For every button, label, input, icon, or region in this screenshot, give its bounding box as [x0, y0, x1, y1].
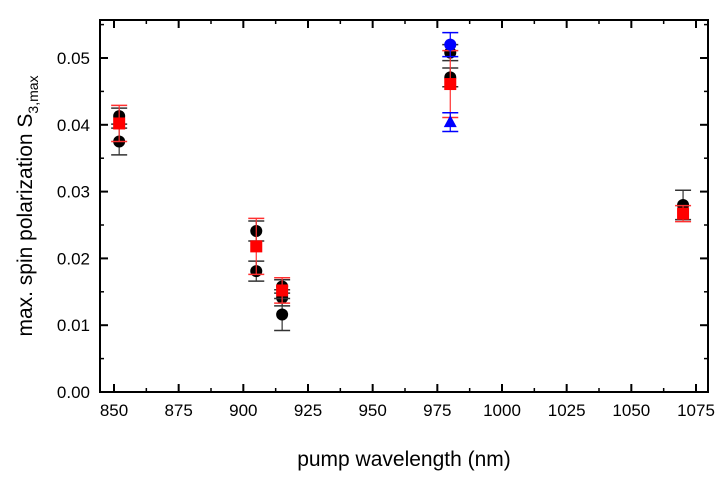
x-tick-label: 875: [164, 401, 192, 420]
marker-square: [250, 240, 263, 253]
data-point: [111, 104, 128, 143]
data-point: [274, 277, 291, 304]
x-tick-label: 1050: [612, 401, 650, 420]
y-tick-label: 0.02: [57, 249, 90, 268]
x-tick-label: 900: [229, 401, 257, 420]
data-point: [442, 31, 459, 58]
y-tick-label: 0.00: [57, 383, 90, 402]
y-tick-label: 0.01: [57, 316, 90, 335]
x-tick-label: 925: [294, 401, 322, 420]
marker-square: [276, 284, 289, 297]
marker-circle: [276, 308, 289, 321]
y-axis-label: max. spin polarization S3,max: [14, 75, 41, 336]
y-tick-label: 0.04: [57, 116, 90, 135]
axes: 850 875 900 925 950 975 1000 1025 1050 1075 0.00 0.…: [57, 20, 715, 420]
data-point: [442, 112, 459, 133]
data-point: [675, 204, 692, 223]
marker-triangle: [443, 115, 457, 128]
marker-square: [113, 117, 126, 130]
x-tick-label: 1025: [548, 401, 586, 420]
y-tick-label: 0.05: [57, 49, 90, 68]
x-tick-label: 1075: [677, 401, 715, 420]
plot-frame: [99, 19, 709, 393]
marker-square: [444, 78, 457, 91]
x-axis-label: pump wavelength (nm): [297, 448, 511, 471]
marker-circle: [444, 38, 457, 51]
x-tick-label: 1000: [483, 401, 521, 420]
data-point: [248, 217, 265, 276]
x-tick-label: 975: [423, 401, 451, 420]
y-tick-label: 0.03: [57, 183, 90, 202]
x-tick-label: 950: [358, 401, 386, 420]
data-marks: [111, 31, 692, 332]
marker-square: [677, 207, 690, 220]
x-tick-label: 850: [100, 401, 128, 420]
